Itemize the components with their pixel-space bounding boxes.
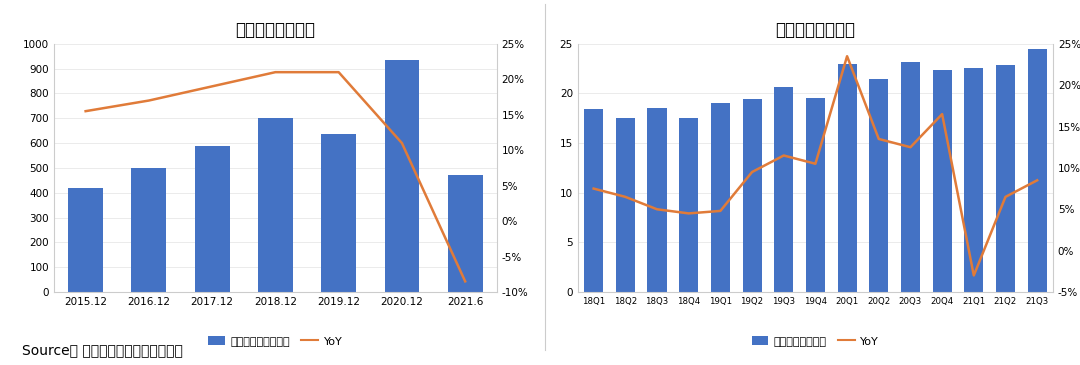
Bar — [68, 188, 103, 292]
Bar — [448, 175, 483, 292]
Bar — [132, 168, 166, 292]
Legend: 营业收入（亿元）, YoY: 营业收入（亿元）, YoY — [747, 332, 883, 351]
Bar — [838, 64, 856, 292]
Bar — [679, 118, 698, 292]
Bar — [869, 78, 888, 292]
Bar — [806, 99, 825, 292]
Bar — [901, 62, 920, 292]
Legend: 营业总收入（亿元）, YoY: 营业总收入（亿元）, YoY — [204, 332, 347, 351]
Title: 永辉超市收入情况: 永辉超市收入情况 — [235, 22, 315, 39]
Text: Source： 公司公告，洞见数据研究院: Source： 公司公告，洞见数据研究院 — [22, 343, 183, 357]
Bar — [321, 134, 356, 292]
Title: 红旗连锁收入情况: 红旗连锁收入情况 — [775, 22, 855, 39]
Bar — [743, 99, 761, 292]
Bar — [774, 88, 793, 292]
Bar — [194, 146, 230, 292]
Bar — [384, 61, 419, 292]
Bar — [258, 118, 293, 292]
Bar — [616, 118, 635, 292]
Bar — [711, 103, 730, 292]
Bar — [1028, 49, 1047, 292]
Bar — [584, 110, 603, 292]
Bar — [933, 70, 951, 292]
Bar — [648, 108, 666, 292]
Bar — [964, 68, 983, 292]
Bar — [996, 65, 1015, 292]
